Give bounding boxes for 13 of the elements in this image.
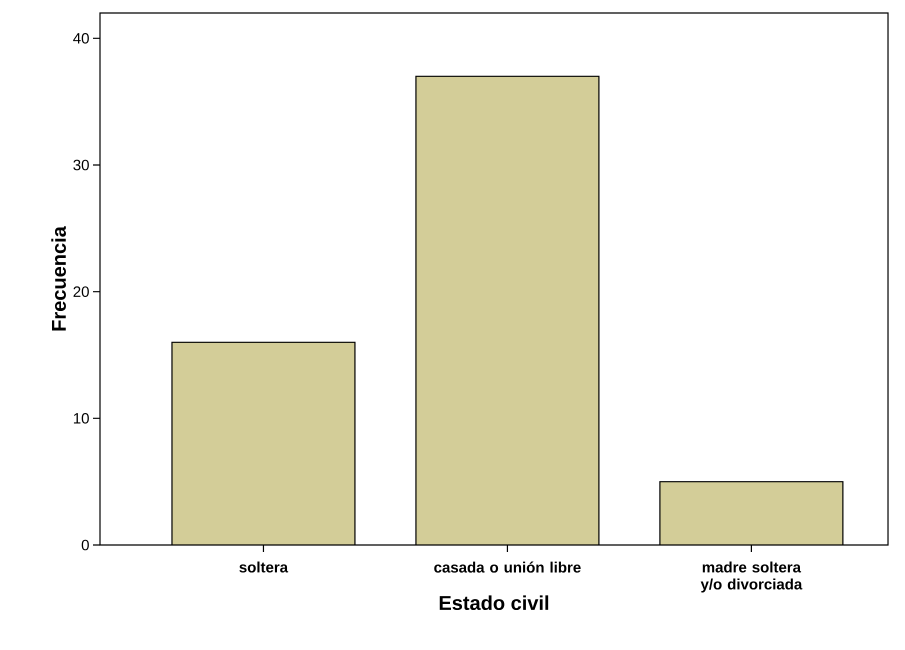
bar bbox=[415, 76, 600, 545]
y-tick-label: 20 bbox=[74, 286, 89, 297]
y-axis-title: Frecuencia bbox=[51, 226, 66, 330]
bar bbox=[659, 481, 844, 545]
y-tick-label: 10 bbox=[74, 413, 89, 424]
y-tick-label: 40 bbox=[73, 33, 89, 44]
x-tick-label: madre soltera y/o divorciada bbox=[700, 562, 802, 592]
x-tick-label: casada o unión libre bbox=[434, 562, 581, 573]
y-tick-label: 30 bbox=[73, 160, 89, 170]
y-tick-label: 0 bbox=[82, 540, 89, 550]
x-tick-label: soltera bbox=[239, 562, 288, 573]
x-axis-title: Estado civil bbox=[440, 595, 548, 610]
bar bbox=[171, 342, 356, 545]
